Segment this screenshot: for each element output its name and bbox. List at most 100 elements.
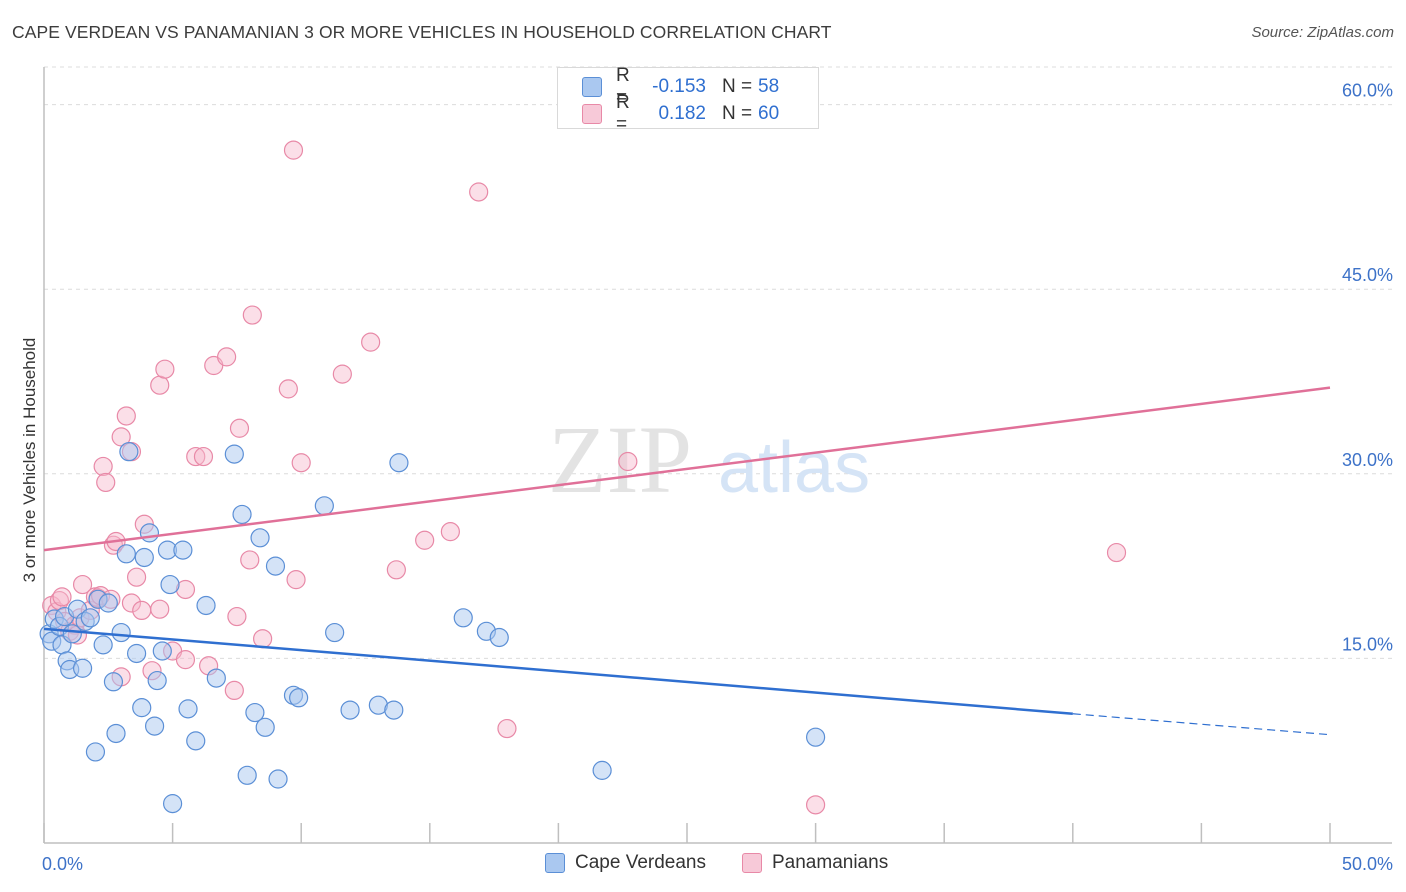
watermark: ZIP atlas <box>548 406 870 513</box>
legend-n-value: 60 <box>758 103 780 124</box>
data-point-cape-verdean <box>160 574 180 595</box>
source-label: Source: ZipAtlas.com <box>1251 24 1394 41</box>
data-point-panamanian <box>150 375 170 395</box>
data-point-cape-verdean <box>111 622 131 643</box>
data-point-panamanian <box>361 332 381 352</box>
data-point-panamanian <box>242 305 262 325</box>
data-point-panamanian <box>150 599 170 619</box>
axes <box>43 67 1392 844</box>
watermark-zip: ZIP <box>548 406 692 513</box>
data-point-panamanian <box>805 795 826 815</box>
data-point-panamanian <box>111 427 131 447</box>
data-point-cape-verdean <box>80 608 100 628</box>
data-point-panamanian <box>93 456 113 477</box>
data-point-panamanian <box>240 550 260 570</box>
legend-item-cape-verdeans[interactable]: Cape Verdeans <box>545 852 706 874</box>
data-point-cape-verdean <box>173 540 193 560</box>
legend-r-value: -0.153 <box>652 76 706 97</box>
data-point-cape-verdean <box>62 624 82 644</box>
data-point-cape-verdean <box>384 700 404 720</box>
legend-swatch-pink <box>582 104 602 124</box>
legend-label: Cape Verdeans <box>575 852 706 873</box>
data-point-cape-verdean <box>93 635 113 655</box>
data-point-cape-verdean <box>72 658 93 678</box>
data-point-panamanian <box>132 600 152 621</box>
y-tick-label: 30.0% <box>1342 450 1393 470</box>
data-point-panamanian <box>52 587 72 607</box>
data-point-panamanian <box>155 359 175 379</box>
data-point-cape-verdean <box>206 668 226 688</box>
data-point-cape-verdean <box>268 769 288 789</box>
data-point-panamanian <box>121 593 142 613</box>
data-point-panamanian <box>497 718 517 739</box>
x-tick-label: 50.0% <box>1342 854 1393 874</box>
data-point-cape-verdean <box>186 731 206 751</box>
data-point-cape-verdean <box>98 593 118 613</box>
data-point-panamanian <box>72 574 93 595</box>
data-point-panamanian <box>193 446 214 467</box>
data-point-cape-verdean <box>132 698 152 718</box>
data-point-cape-verdean <box>265 556 286 576</box>
legend-n-value: 58 <box>758 76 780 97</box>
data-point-panamanian <box>415 530 435 550</box>
data-point-cape-verdean <box>340 700 360 720</box>
data-point-cape-verdean <box>592 760 612 780</box>
data-point-cape-verdean <box>85 742 106 762</box>
data-point-panamanian <box>1106 542 1127 563</box>
data-point-panamanian <box>175 650 196 670</box>
data-point-panamanian <box>253 629 273 649</box>
series-legend: Cape Verdeans Panamanians <box>0 852 1406 878</box>
data-point-panamanian <box>286 570 306 590</box>
data-point-panamanian <box>116 406 136 426</box>
data-point-panamanian <box>283 140 304 160</box>
data-point-cape-verdean <box>139 523 160 543</box>
legend-swatch-blue <box>582 77 602 97</box>
data-point-cape-verdean <box>134 547 154 568</box>
data-point-cape-verdean <box>144 716 165 736</box>
data-point-panamanian <box>229 418 250 438</box>
data-point-cape-verdean <box>103 672 124 692</box>
data-point-panamanian <box>469 182 489 202</box>
gridlines <box>44 66 1392 659</box>
data-point-cape-verdean <box>805 727 826 747</box>
data-point-cape-verdean <box>126 643 147 664</box>
data-point-cape-verdean <box>237 765 257 785</box>
legend-r-value: 0.182 <box>658 103 706 124</box>
data-point-panamanian <box>332 364 352 384</box>
chart-title: CAPE VERDEAN VS PANAMANIAN 3 OR MORE VEH… <box>12 22 832 42</box>
trend-line-cape-verdeans <box>43 627 1073 716</box>
data-point-cape-verdean <box>389 453 409 473</box>
tick-labels: 15.0% 30.0% 45.0% 60.0% 0.0% 50.0% <box>42 81 1393 874</box>
legend-swatch-pink <box>742 853 762 873</box>
legend-n-label: N = <box>722 103 753 124</box>
data-point-panamanian <box>386 560 406 580</box>
data-point-cape-verdean <box>232 504 252 525</box>
data-point-cape-verdean <box>453 608 473 628</box>
legend-item-panamanians[interactable]: Panamanians <box>742 852 888 874</box>
legend-row-panamanians: R = 0.182 N = 60 <box>582 92 780 135</box>
legend-row-cape-verdeans: R = -0.153 N = 58 <box>582 65 780 108</box>
data-point-cape-verdean <box>250 528 270 548</box>
trend-line-cape-verdeans-extension <box>1072 713 1331 736</box>
cape-verdeans-points <box>39 442 826 814</box>
x-tick-label: 0.0% <box>42 854 83 874</box>
data-point-cape-verdean <box>163 794 183 814</box>
data-point-cape-verdean <box>152 641 172 661</box>
data-point-panamanian <box>126 567 147 587</box>
legend-swatch-blue <box>545 853 565 873</box>
data-point-panamanian <box>186 446 206 467</box>
legend-label: Panamanians <box>772 852 889 873</box>
legend-r-label: R = <box>616 65 630 108</box>
data-point-panamanian <box>291 453 311 473</box>
data-point-panamanian <box>217 347 237 367</box>
data-point-panamanian <box>440 522 460 542</box>
data-point-cape-verdean <box>196 595 216 616</box>
data-point-cape-verdean <box>255 717 275 737</box>
data-point-cape-verdean <box>325 622 345 643</box>
data-point-cape-verdean <box>289 688 309 708</box>
y-tick-label: 15.0% <box>1342 634 1393 654</box>
trend-lines <box>43 386 1331 736</box>
watermark-atlas: atlas <box>718 428 870 508</box>
data-point-panamanian <box>227 606 247 627</box>
